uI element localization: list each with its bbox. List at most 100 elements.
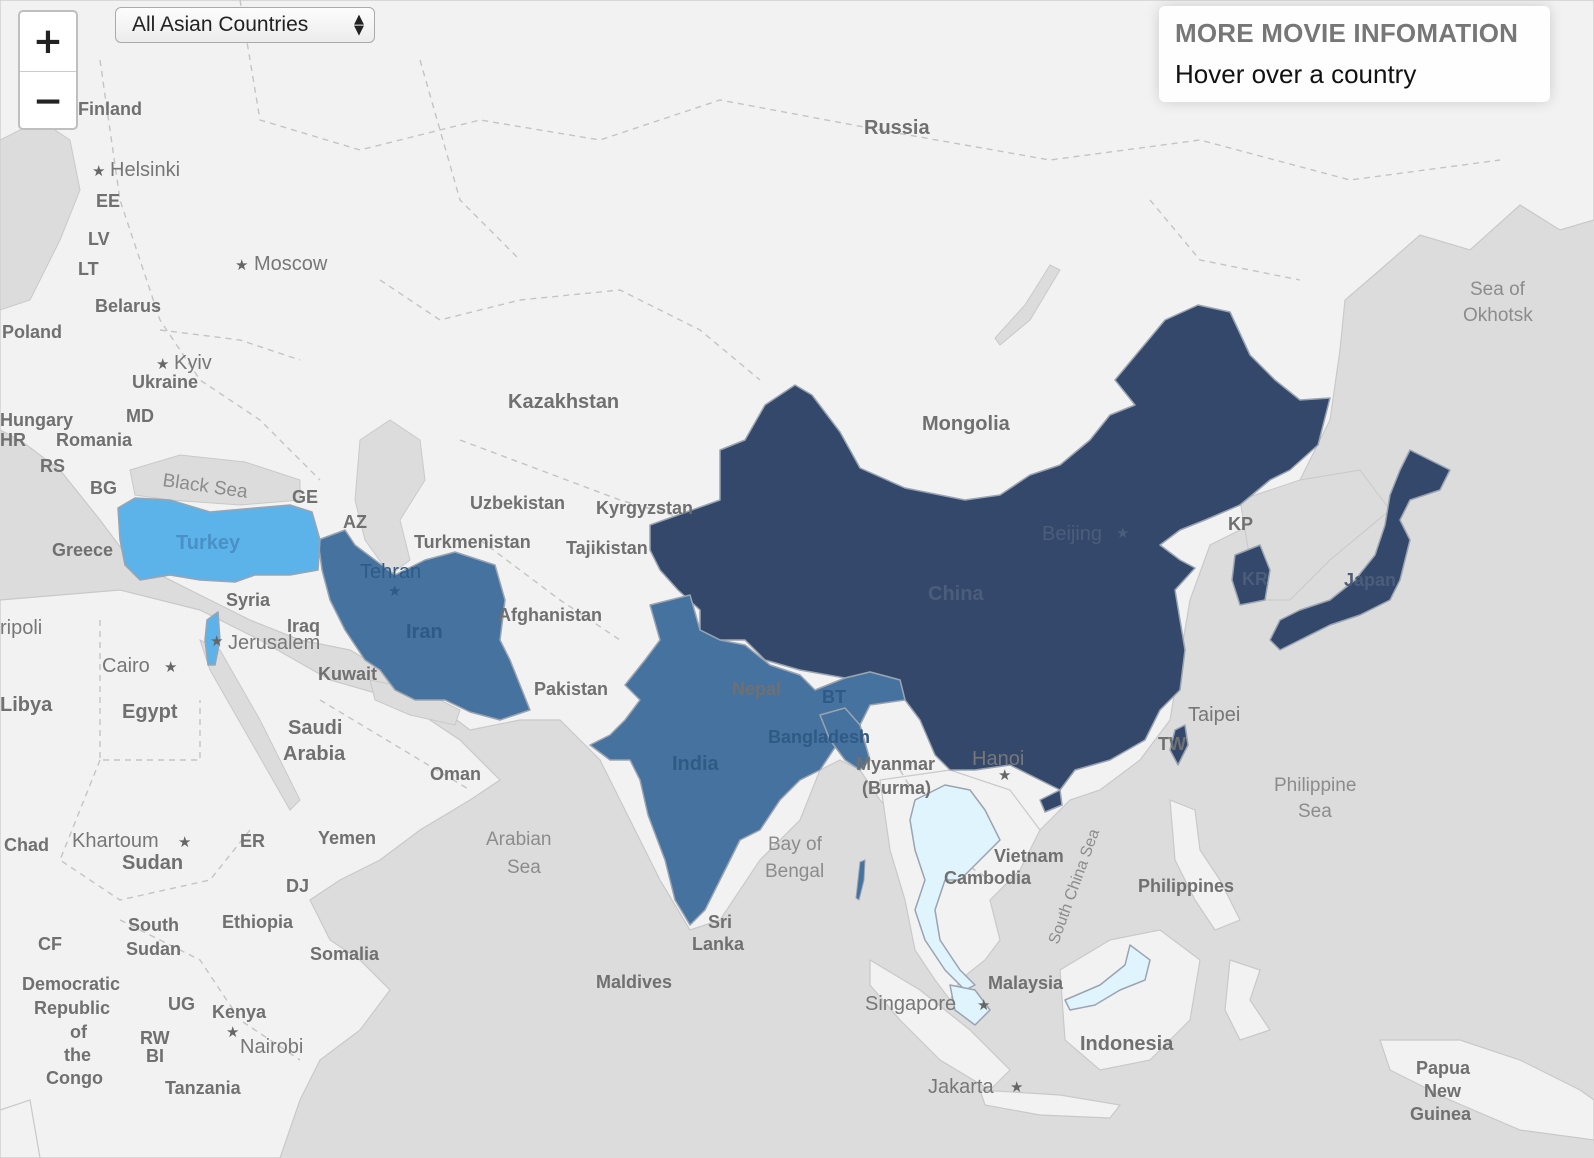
label-bi: BI bbox=[146, 1046, 164, 1066]
label-sea-okhotsk-2: Okhotsk bbox=[1463, 305, 1533, 326]
capital-star-icon: ★ bbox=[156, 355, 169, 373]
label-lt: LT bbox=[78, 259, 99, 279]
label-bay-bengal-1: Bay of bbox=[768, 834, 823, 855]
label-helsinki: Helsinki bbox=[110, 159, 180, 181]
label-arabian-sea-2: Sea bbox=[507, 857, 541, 878]
country-malaysia[interactable] bbox=[949, 944, 1151, 1026]
country-taiwan[interactable] bbox=[1169, 724, 1189, 766]
map-labels: Russia Finland ★ Helsinki EE LV LT ★ Mos… bbox=[0, 99, 1533, 1124]
label-tajikistan: Tajikistan bbox=[566, 538, 648, 558]
label-bangladesh: Bangladesh bbox=[768, 727, 870, 747]
label-turkmenistan: Turkmenistan bbox=[414, 532, 531, 552]
borders bbox=[59, 0, 1501, 1061]
land-sulawesi bbox=[1224, 959, 1271, 1041]
land-borneo bbox=[1059, 929, 1201, 1071]
label-turkey: Turkey bbox=[176, 532, 241, 554]
region-select-value: All Asian Countries bbox=[132, 13, 309, 36]
label-png-2: New bbox=[1424, 1081, 1462, 1101]
label-philippines: Philippines bbox=[1138, 876, 1234, 896]
label-myanmar-2: (Burma) bbox=[862, 778, 931, 798]
label-south-sudan-2: Sudan bbox=[126, 939, 181, 959]
label-taipei: Taipei bbox=[1188, 704, 1240, 726]
capital-star-icon: ★ bbox=[178, 833, 191, 851]
label-az: AZ bbox=[343, 512, 367, 532]
label-nepal: Nepal bbox=[732, 679, 781, 699]
country-hainan[interactable] bbox=[1039, 789, 1063, 813]
label-uzbekistan: Uzbekistan bbox=[470, 493, 565, 513]
capital-star-icon: ★ bbox=[92, 162, 105, 180]
label-kp: KP bbox=[1228, 514, 1253, 534]
land-sumatra bbox=[869, 958, 1011, 1091]
capital-star-icon: ★ bbox=[164, 658, 177, 676]
label-ethiopia: Ethiopia bbox=[222, 912, 294, 932]
country-south-korea[interactable] bbox=[1231, 544, 1271, 606]
zoom-control: + − bbox=[18, 10, 78, 130]
label-bg: BG bbox=[90, 478, 117, 498]
label-tripoli: ripoli bbox=[0, 617, 42, 639]
label-japan: Japan bbox=[1344, 570, 1396, 590]
capital-star-icon: ★ bbox=[388, 582, 401, 600]
label-sudan: Sudan bbox=[122, 852, 183, 874]
label-drc-3: of bbox=[70, 1022, 88, 1042]
country-bangladesh[interactable] bbox=[819, 707, 871, 771]
label-indonesia: Indonesia bbox=[1080, 1033, 1174, 1055]
label-drc-2: Republic bbox=[34, 998, 110, 1018]
label-png-3: Guinea bbox=[1410, 1104, 1472, 1124]
label-cairo: Cairo bbox=[102, 655, 150, 677]
label-hungary: Hungary bbox=[0, 410, 73, 430]
label-ukraine: Ukraine bbox=[132, 372, 198, 392]
capital-star-icon: ★ bbox=[1010, 1078, 1023, 1096]
label-india: India bbox=[672, 753, 720, 775]
label-drc-5: Congo bbox=[46, 1068, 103, 1088]
country-israel[interactable] bbox=[204, 611, 221, 666]
red-sea bbox=[199, 639, 301, 811]
label-iran: Iran bbox=[406, 621, 443, 643]
label-afghanistan: Afghanistan bbox=[498, 605, 602, 625]
land-java bbox=[979, 1089, 1122, 1119]
label-kuwait: Kuwait bbox=[318, 664, 377, 684]
label-drc-4: the bbox=[64, 1045, 91, 1065]
region-select[interactable]: All Asian Countries ▲ ▼ bbox=[115, 7, 375, 43]
label-mongolia: Mongolia bbox=[922, 413, 1011, 435]
label-cambodia: Cambodia bbox=[944, 868, 1032, 888]
label-china: China bbox=[928, 583, 984, 605]
label-chad: Chad bbox=[4, 835, 49, 855]
country-iran[interactable] bbox=[317, 529, 531, 721]
country-thailand[interactable] bbox=[909, 784, 1001, 991]
label-kazakhstan: Kazakhstan bbox=[508, 391, 619, 413]
country-india[interactable] bbox=[589, 594, 906, 926]
label-belarus: Belarus bbox=[95, 296, 161, 316]
label-rs: RS bbox=[40, 456, 65, 476]
zoom-out-button[interactable]: − bbox=[32, 81, 64, 122]
black-sea bbox=[129, 454, 301, 506]
label-kyiv: Kyiv bbox=[174, 352, 212, 374]
label-nairobi: Nairobi bbox=[240, 1036, 303, 1058]
label-poland: Poland bbox=[2, 322, 62, 342]
label-vietnam: Vietnam bbox=[994, 846, 1064, 866]
label-russia: Russia bbox=[864, 117, 930, 139]
label-finland: Finland bbox=[78, 99, 142, 119]
label-kyrgyzstan: Kyrgyzstan bbox=[596, 498, 693, 518]
label-hanoi: Hanoi bbox=[972, 748, 1024, 770]
label-ee: EE bbox=[96, 191, 120, 211]
land-madagascar-hint bbox=[0, 1099, 41, 1158]
label-tw: TW bbox=[1158, 734, 1186, 754]
label-moscow: Moscow bbox=[254, 253, 328, 275]
label-yemen: Yemen bbox=[318, 828, 376, 848]
label-rw: RW bbox=[140, 1028, 170, 1048]
label-beijing: Beijing bbox=[1042, 523, 1102, 545]
label-south-sudan-1: South bbox=[128, 915, 179, 935]
label-saudi-2: Arabia bbox=[283, 743, 346, 765]
country-japan[interactable] bbox=[1269, 449, 1451, 651]
label-er: ER bbox=[240, 831, 265, 851]
land-arabia-africa bbox=[0, 589, 501, 1158]
country-turkey[interactable] bbox=[117, 497, 321, 583]
label-malaysia: Malaysia bbox=[988, 973, 1064, 993]
label-tehran: Tehran bbox=[360, 561, 421, 583]
label-iraq: Iraq bbox=[287, 616, 320, 636]
zoom-in-button[interactable]: + bbox=[20, 12, 76, 72]
land-philippines bbox=[1169, 799, 1241, 931]
label-pakistan: Pakistan bbox=[534, 679, 608, 699]
